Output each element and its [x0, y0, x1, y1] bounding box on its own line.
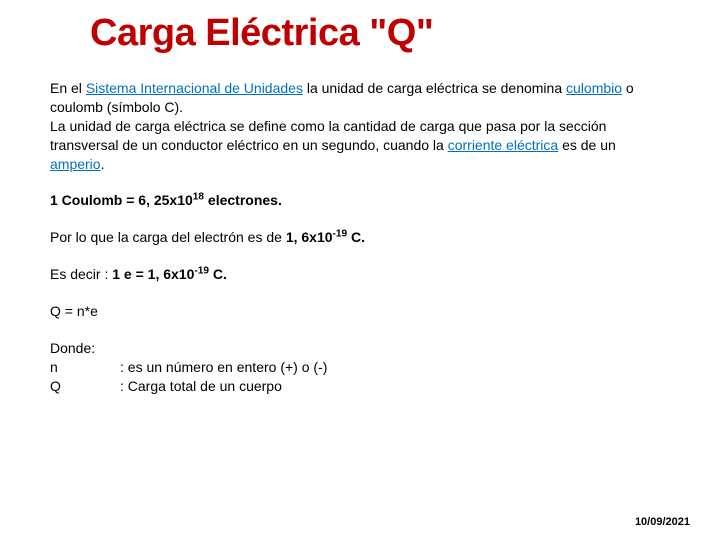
- text: 1 e = 1, 6x10: [112, 266, 194, 282]
- text: C.: [347, 229, 365, 245]
- link-amperio[interactable]: amperio: [50, 156, 101, 172]
- text: Donde:: [50, 340, 95, 356]
- text: electrones.: [204, 192, 282, 208]
- paragraph-electron-charge: Por lo que la carga del electrón es de 1…: [50, 228, 670, 247]
- page-title: Carga Eléctrica "Q": [0, 0, 720, 55]
- desc-n: : es un número en entero (+) o (-): [120, 359, 327, 375]
- text: Por lo que la carga del electrón es de: [50, 229, 286, 245]
- link-si-unidades[interactable]: Sistema Internacional de Unidades: [86, 80, 303, 96]
- paragraph-formula: Q = n*e: [50, 302, 670, 321]
- text: la unidad de carga eléctrica se denomina: [303, 80, 566, 96]
- paragraph-definition: En el Sistema Internacional de Unidades …: [50, 79, 670, 173]
- text: C.: [209, 266, 227, 282]
- content-body: En el Sistema Internacional de Unidades …: [0, 55, 720, 396]
- text: Es decir :: [50, 266, 112, 282]
- text: 1 Coulomb = 6, 25x10: [50, 192, 193, 208]
- paragraph-donde: Donde: n: es un número en entero (+) o (…: [50, 339, 670, 396]
- paragraph-coulomb-value: 1 Coulomb = 6, 25x1018 electrones.: [50, 191, 670, 210]
- text: .: [101, 156, 105, 172]
- text: En el: [50, 80, 86, 96]
- desc-q: : Carga total de un cuerpo: [120, 378, 282, 394]
- var-n: n: [50, 358, 120, 377]
- exponent: -19: [333, 229, 348, 240]
- text: 1, 6x10: [286, 229, 333, 245]
- link-corriente-electrica[interactable]: corriente eléctrica: [448, 137, 559, 153]
- link-culombio[interactable]: culombio: [566, 80, 622, 96]
- var-q: Q: [50, 377, 120, 396]
- exponent: 18: [193, 192, 204, 203]
- text: es de un: [558, 137, 616, 153]
- exponent: -19: [194, 266, 209, 277]
- footer-date: 10/09/2021: [635, 516, 690, 528]
- paragraph-es-decir: Es decir : 1 e = 1, 6x10-19 C.: [50, 265, 670, 284]
